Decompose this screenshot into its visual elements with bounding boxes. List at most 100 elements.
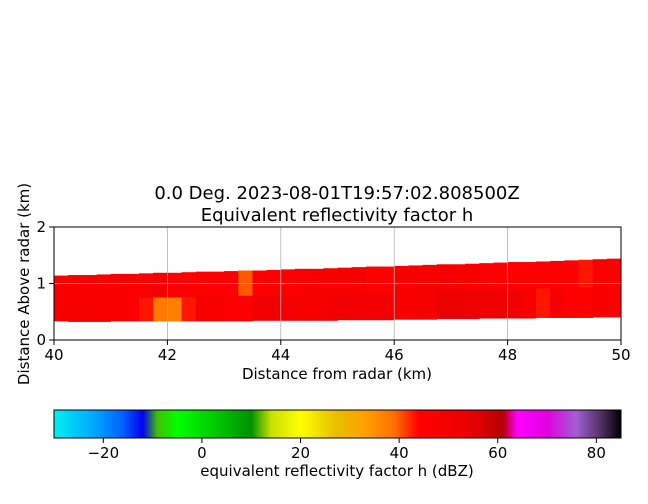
reflectivity-cell-lower: [493, 289, 508, 319]
reflectivity-cell-upper: [167, 272, 182, 298]
x-tick-label: 48: [498, 346, 517, 364]
reflectivity-cell-lower: [507, 289, 523, 319]
y-tick-label: 0: [36, 331, 46, 349]
reflectivity-cell-upper: [550, 260, 565, 289]
x-tick-label: 42: [158, 346, 177, 364]
reflectivity-cell-upper: [592, 259, 608, 288]
y-tick-label: 1: [36, 275, 46, 293]
reflectivity-cell-lower: [139, 297, 154, 322]
reflectivity-cell-lower: [96, 298, 112, 322]
reflectivity-cell-upper: [54, 275, 69, 300]
reflectivity-cell-upper: [195, 271, 211, 297]
reflectivity-cell-lower: [394, 291, 409, 320]
reflectivity-cell-upper: [493, 262, 508, 290]
reflectivity-cell-upper: [394, 265, 409, 293]
y-axis-ticks: 0 1 2: [36, 218, 54, 349]
reflectivity-cell-lower: [450, 290, 466, 320]
reflectivity-cell-lower: [535, 288, 551, 318]
reflectivity-cell-lower: [209, 295, 225, 322]
reflectivity-cell-lower: [238, 295, 253, 322]
reflectivity-cell-lower: [436, 290, 452, 320]
reflectivity-cell-lower: [294, 294, 310, 321]
reflectivity-cell-upper: [408, 265, 423, 292]
reflectivity-cell-lower: [252, 295, 268, 321]
reflectivity-cell-lower: [167, 297, 182, 322]
colorbar-ticks: −20 0 20 40 60 80: [87, 438, 606, 462]
colorbar-tick-label: 20: [291, 444, 310, 462]
reflectivity-cell-lower: [181, 296, 197, 322]
reflectivity-cell-upper: [209, 271, 225, 297]
reflectivity-cell-lower: [124, 297, 140, 322]
reflectivity-cell-lower: [153, 297, 168, 322]
reflectivity-cell-upper: [578, 259, 594, 288]
reflectivity-cell-lower: [323, 293, 338, 321]
colorbar-tick-label: 0: [197, 444, 207, 462]
colorbar-tick-label: 40: [390, 444, 409, 462]
reflectivity-cell-lower: [337, 293, 353, 321]
chart-title: 0.0 Deg. 2023-08-01T19:57:02.808500Z: [154, 183, 519, 204]
colorbar-label: equivalent reflectivity factor h (dBZ): [200, 462, 473, 480]
reflectivity-cell-lower: [479, 289, 494, 319]
reflectivity-cell-lower: [54, 298, 69, 322]
reflectivity-cell-upper: [479, 263, 494, 291]
reflectivity-cell-lower: [578, 286, 594, 318]
reflectivity-cell-lower: [224, 295, 239, 322]
reflectivity-cell-lower: [195, 296, 211, 322]
reflectivity-cell-upper: [294, 268, 310, 295]
reflectivity-cell-upper: [507, 262, 523, 290]
reflectivity-cell-upper: [535, 261, 551, 289]
plot-area: 40 42 44 46 48 50 0 1 2: [36, 218, 630, 364]
reflectivity-cell-upper: [309, 268, 324, 295]
reflectivity-cell-upper: [153, 272, 168, 298]
reflectivity-cell-upper: [139, 273, 154, 299]
reflectivity-cell-upper: [606, 258, 622, 287]
reflectivity-cell-upper: [181, 272, 197, 297]
x-axis-ticks: 40 42 44 46 48 50: [44, 340, 631, 364]
reflectivity-cell-lower: [422, 291, 438, 320]
reflectivity-cell-lower: [465, 290, 480, 320]
reflectivity-cells: [54, 258, 622, 322]
reflectivity-cell-lower: [266, 294, 282, 321]
reflectivity-cell-upper: [365, 266, 381, 293]
reflectivity-cell-lower: [280, 294, 296, 321]
colorbar: [53, 409, 622, 439]
reflectivity-cell-upper: [564, 260, 579, 288]
reflectivity-cell-lower: [110, 298, 126, 322]
reflectivity-cell-lower: [365, 292, 381, 321]
x-tick-label: 44: [271, 346, 290, 364]
reflectivity-cell-lower: [351, 293, 367, 321]
colorbar-tick-label: 60: [488, 444, 507, 462]
reflectivity-cell-upper: [521, 262, 537, 289]
reflectivity-cell-upper: [124, 273, 140, 299]
x-axis-label: Distance from radar (km): [242, 365, 432, 383]
gridlines: [53, 226, 622, 341]
reflectivity-cell-lower: [606, 286, 622, 318]
chart-subtitle: Equivalent reflectivity factor h: [201, 205, 474, 226]
y-tick-label: 2: [36, 218, 46, 236]
reflectivity-cell-upper: [266, 269, 282, 296]
reflectivity-cell-lower: [550, 288, 565, 318]
reflectivity-cell-upper: [450, 264, 466, 291]
reflectivity-cell-lower: [82, 298, 97, 322]
reflectivity-cell-lower: [592, 286, 608, 318]
reflectivity-cell-lower: [309, 294, 324, 321]
x-tick-label: 50: [611, 346, 630, 364]
reflectivity-cell-lower: [408, 291, 423, 320]
reflectivity-cell-lower: [521, 288, 537, 319]
y-axis-label: Distance Above radar (km): [15, 183, 33, 385]
reflectivity-cell-upper: [323, 268, 338, 295]
reflectivity-cell-upper: [465, 263, 480, 291]
reflectivity-cell-upper: [380, 266, 395, 293]
reflectivity-cell-lower: [68, 298, 83, 322]
reflectivity-cell-upper: [337, 267, 353, 294]
reflectivity-cell-upper: [68, 275, 83, 300]
reflectivity-cell-upper: [96, 274, 112, 299]
reflectivity-cell-upper: [110, 273, 126, 299]
reflectivity-cell-lower: [380, 292, 395, 321]
reflectivity-cell-upper: [436, 264, 452, 292]
colorbar-tick-label: −20: [87, 444, 119, 462]
reflectivity-cell-upper: [280, 269, 296, 296]
x-tick-label: 46: [385, 346, 404, 364]
colorbar-tick-label: 80: [587, 444, 606, 462]
